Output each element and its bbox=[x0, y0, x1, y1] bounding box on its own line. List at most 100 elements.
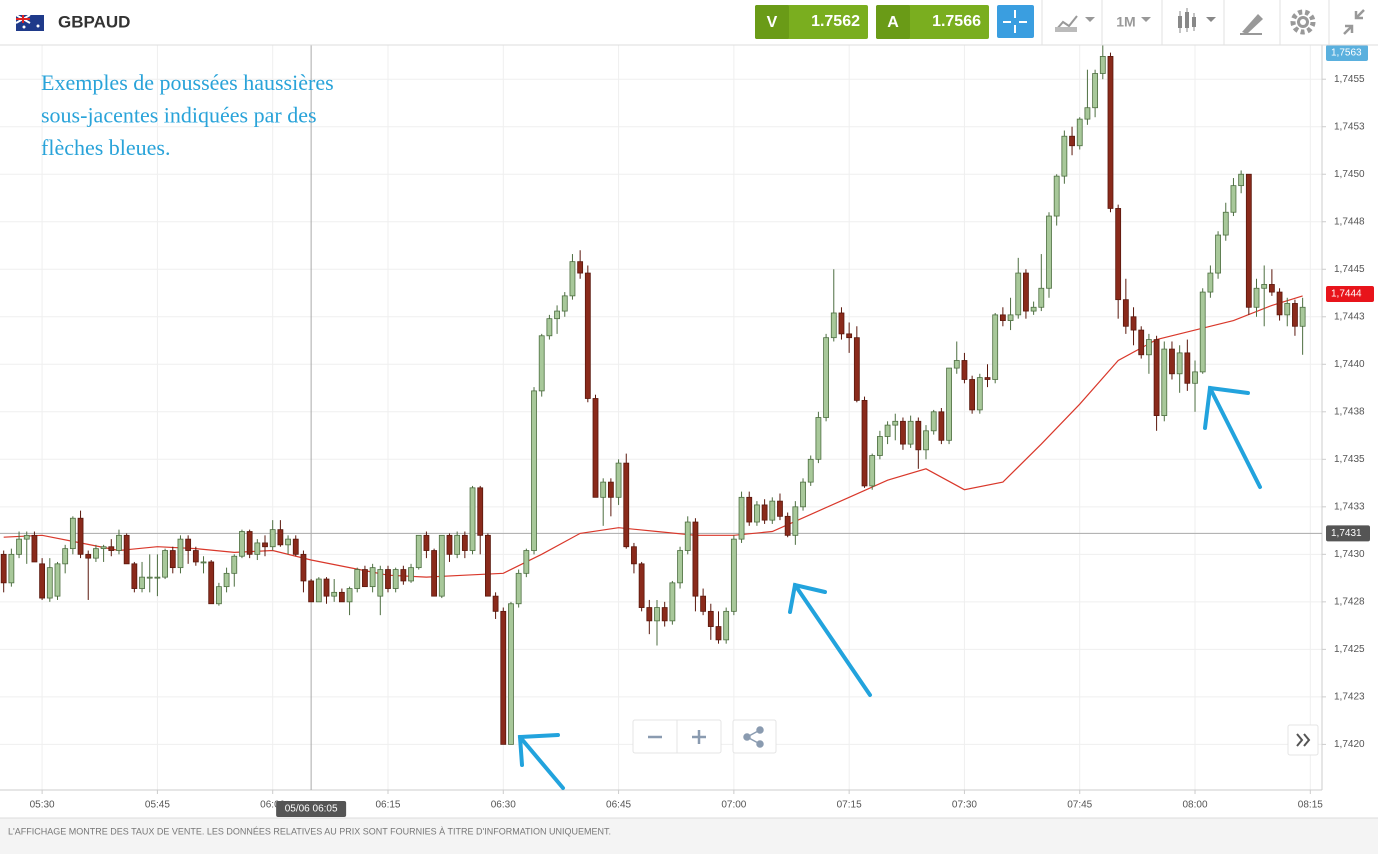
candle-body bbox=[677, 550, 683, 584]
candle-body bbox=[1099, 56, 1106, 74]
candle-body bbox=[139, 576, 145, 589]
candle-body bbox=[1215, 234, 1221, 274]
candle-body bbox=[454, 534, 461, 555]
candle-body bbox=[300, 553, 307, 582]
x-tick-label: 07:15 bbox=[837, 800, 862, 811]
candle-body bbox=[154, 576, 161, 579]
flag bbox=[15, 14, 44, 31]
candle-body bbox=[1192, 371, 1198, 384]
candle-body bbox=[953, 360, 960, 369]
candle-body bbox=[876, 436, 883, 456]
candle-body bbox=[46, 567, 53, 599]
moving-average bbox=[3, 295, 1303, 578]
draw-button[interactable] bbox=[1240, 14, 1263, 35]
candle-body bbox=[508, 603, 514, 745]
candle-body bbox=[569, 261, 576, 297]
candle-body bbox=[1046, 215, 1052, 289]
candle-body bbox=[869, 455, 876, 487]
candle-body bbox=[215, 586, 222, 605]
candle-body bbox=[815, 417, 822, 460]
candle-body bbox=[631, 546, 637, 565]
zoom-controls bbox=[632, 719, 1319, 756]
indicator-button[interactable] bbox=[1055, 15, 1095, 32]
crosshair-y-tag bbox=[1326, 525, 1370, 542]
toolbar-bg bbox=[0, 0, 1378, 45]
y-tick-label: 1,7453 bbox=[1334, 121, 1365, 132]
candle-body bbox=[999, 314, 1006, 321]
candle-body bbox=[116, 534, 122, 551]
collapse-button[interactable] bbox=[1343, 9, 1365, 35]
y-tick-label: 1,7433 bbox=[1334, 501, 1365, 512]
candle-body bbox=[123, 534, 130, 565]
candle-body bbox=[638, 563, 645, 608]
candle-body bbox=[308, 580, 315, 603]
candle-body bbox=[1292, 303, 1298, 327]
candle-body bbox=[538, 335, 545, 392]
candle-body bbox=[669, 582, 676, 622]
chart-type-button[interactable] bbox=[1178, 8, 1216, 33]
candle-body bbox=[246, 531, 253, 555]
candle-body bbox=[331, 591, 338, 597]
candle-body bbox=[1245, 173, 1252, 308]
candle-body bbox=[900, 420, 906, 445]
candle-body bbox=[1268, 284, 1275, 293]
candle-body bbox=[515, 572, 522, 605]
candle-body bbox=[923, 430, 929, 451]
candle-body bbox=[362, 569, 368, 588]
candle-body bbox=[23, 534, 30, 540]
candle-body bbox=[761, 504, 768, 521]
candle-body bbox=[269, 529, 276, 548]
candle-body bbox=[369, 567, 376, 588]
symbol: GBPAUD bbox=[58, 12, 130, 31]
candle-body bbox=[62, 548, 69, 565]
candle-body bbox=[1199, 291, 1206, 373]
candle-body bbox=[492, 595, 499, 612]
candle-body bbox=[592, 398, 599, 498]
y-tick-label: 1,7420 bbox=[1334, 739, 1365, 750]
sell-letter-bg bbox=[755, 5, 789, 39]
y-tick-label: 1,7428 bbox=[1334, 596, 1365, 607]
buy-letter-bg bbox=[876, 5, 910, 39]
candle-body bbox=[385, 569, 391, 589]
candle-body bbox=[907, 420, 914, 445]
candle-body bbox=[146, 576, 153, 579]
candle-body bbox=[654, 607, 660, 622]
y-tick-label: 1,7445 bbox=[1334, 264, 1365, 275]
candle-body bbox=[438, 534, 445, 597]
candle-body bbox=[661, 607, 668, 622]
candle-body bbox=[477, 487, 484, 536]
sell-price: 1.7562 bbox=[811, 13, 860, 30]
scroll-end-icon bbox=[1296, 733, 1311, 747]
candle-body bbox=[1122, 299, 1129, 327]
candle-body bbox=[615, 462, 622, 498]
candle-body bbox=[254, 542, 261, 555]
candle-body bbox=[707, 610, 714, 627]
candle-body bbox=[415, 534, 422, 569]
crosshair-button[interactable] bbox=[997, 5, 1034, 38]
zoom-in[interactable] bbox=[692, 730, 706, 744]
candle-body bbox=[469, 487, 476, 551]
share-button[interactable] bbox=[732, 719, 777, 754]
candle-body bbox=[0, 553, 7, 584]
candle-body bbox=[938, 411, 945, 441]
timeframe-button[interactable]: 1M bbox=[1116, 14, 1135, 30]
candle-body bbox=[846, 333, 853, 339]
candle-body bbox=[561, 295, 568, 312]
candle-body bbox=[1238, 173, 1245, 187]
candle-body bbox=[646, 607, 653, 622]
candle-body bbox=[277, 529, 284, 546]
candle-body bbox=[730, 538, 737, 612]
y-tick-label: 1,7443 bbox=[1334, 311, 1365, 322]
candle-body bbox=[1061, 135, 1068, 177]
candle-body bbox=[177, 538, 184, 569]
candle-body bbox=[239, 531, 245, 557]
candle-body bbox=[408, 567, 414, 582]
candle-body bbox=[1222, 211, 1229, 236]
candle-body bbox=[853, 337, 860, 401]
settings-button[interactable] bbox=[1290, 9, 1316, 35]
candle-body bbox=[984, 377, 991, 380]
candle-body bbox=[1261, 284, 1268, 289]
candle-body bbox=[461, 534, 468, 551]
candle-body bbox=[131, 563, 138, 589]
